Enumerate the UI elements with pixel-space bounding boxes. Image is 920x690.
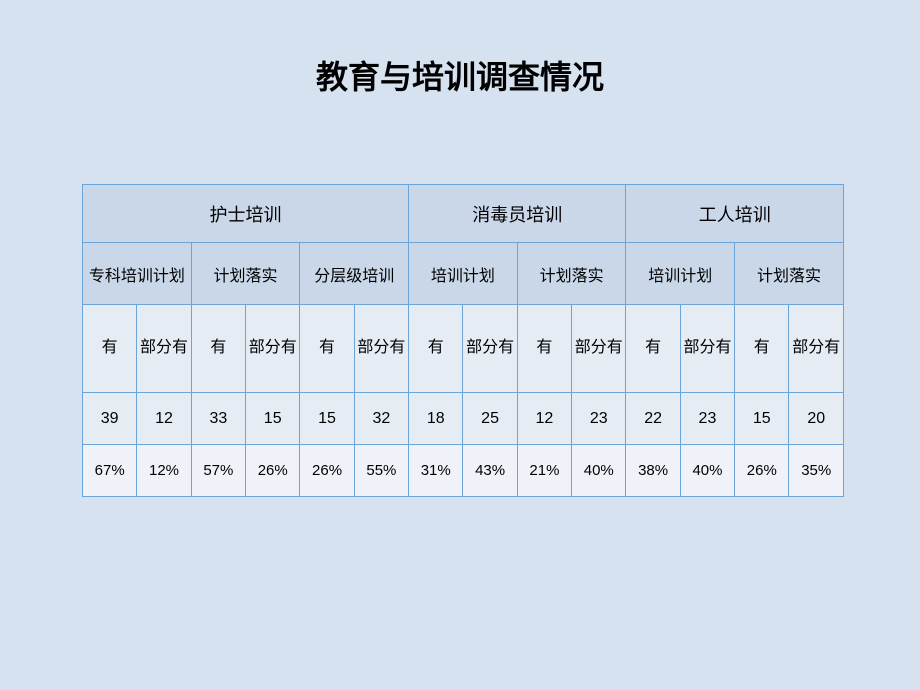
subgroup-header: 计划落实 [191, 243, 300, 305]
subgroup-header: 专科培训计划 [83, 243, 192, 305]
count-cell: 12 [517, 393, 571, 445]
percent-cell: 40% [572, 445, 626, 497]
percent-cell: 26% [735, 445, 789, 497]
survey-table: 护士培训 消毒员培训 工人培训 专科培训计划 计划落实 分层级培训 培训计划 计… [82, 184, 844, 497]
group-header: 消毒员培训 [409, 185, 626, 243]
count-cell: 12 [137, 393, 191, 445]
percent-cell: 67% [83, 445, 137, 497]
leaf-header: 部分有 [463, 305, 517, 393]
subgroup-header: 培训计划 [626, 243, 735, 305]
table-header-row-3: 有 部分有 有 部分有 有 部分有 有 部分有 有 部分有 有 部分有 有 部分… [83, 305, 844, 393]
percent-cell: 38% [626, 445, 680, 497]
group-header: 护士培训 [83, 185, 409, 243]
leaf-header: 部分有 [246, 305, 300, 393]
percent-cell: 35% [789, 445, 844, 497]
subgroup-header: 培训计划 [409, 243, 518, 305]
leaf-header: 有 [735, 305, 789, 393]
count-cell: 15 [735, 393, 789, 445]
leaf-header: 部分有 [354, 305, 408, 393]
percent-cell: 31% [409, 445, 463, 497]
percent-cell: 12% [137, 445, 191, 497]
table-row-counts: 39 12 33 15 15 32 18 25 12 23 22 23 15 2… [83, 393, 844, 445]
leaf-header: 有 [517, 305, 571, 393]
leaf-header: 部分有 [680, 305, 734, 393]
count-cell: 18 [409, 393, 463, 445]
percent-cell: 57% [191, 445, 245, 497]
leaf-header: 部分有 [572, 305, 626, 393]
count-cell: 25 [463, 393, 517, 445]
percent-cell: 26% [246, 445, 300, 497]
count-cell: 15 [246, 393, 300, 445]
subgroup-header: 分层级培训 [300, 243, 409, 305]
count-cell: 22 [626, 393, 680, 445]
count-cell: 15 [300, 393, 354, 445]
percent-cell: 21% [517, 445, 571, 497]
leaf-header: 有 [409, 305, 463, 393]
leaf-header: 有 [191, 305, 245, 393]
count-cell: 39 [83, 393, 137, 445]
leaf-header: 有 [626, 305, 680, 393]
table-header-row-1: 护士培训 消毒员培训 工人培训 [83, 185, 844, 243]
leaf-header: 有 [300, 305, 354, 393]
table-header-row-2: 专科培训计划 计划落实 分层级培训 培训计划 计划落实 培训计划 计划落实 [83, 243, 844, 305]
group-header: 工人培训 [626, 185, 844, 243]
count-cell: 32 [354, 393, 408, 445]
leaf-header: 有 [83, 305, 137, 393]
percent-cell: 43% [463, 445, 517, 497]
table-row-percents: 67% 12% 57% 26% 26% 55% 31% 43% 21% 40% … [83, 445, 844, 497]
count-cell: 20 [789, 393, 844, 445]
count-cell: 23 [680, 393, 734, 445]
subgroup-header: 计划落实 [735, 243, 844, 305]
count-cell: 23 [572, 393, 626, 445]
count-cell: 33 [191, 393, 245, 445]
page-title: 教育与培训调查情况 [0, 0, 920, 98]
leaf-header: 部分有 [789, 305, 844, 393]
percent-cell: 55% [354, 445, 408, 497]
subgroup-header: 计划落实 [517, 243, 626, 305]
percent-cell: 26% [300, 445, 354, 497]
leaf-header: 部分有 [137, 305, 191, 393]
survey-table-container: 护士培训 消毒员培训 工人培训 专科培训计划 计划落实 分层级培训 培训计划 计… [82, 184, 844, 497]
percent-cell: 40% [680, 445, 734, 497]
